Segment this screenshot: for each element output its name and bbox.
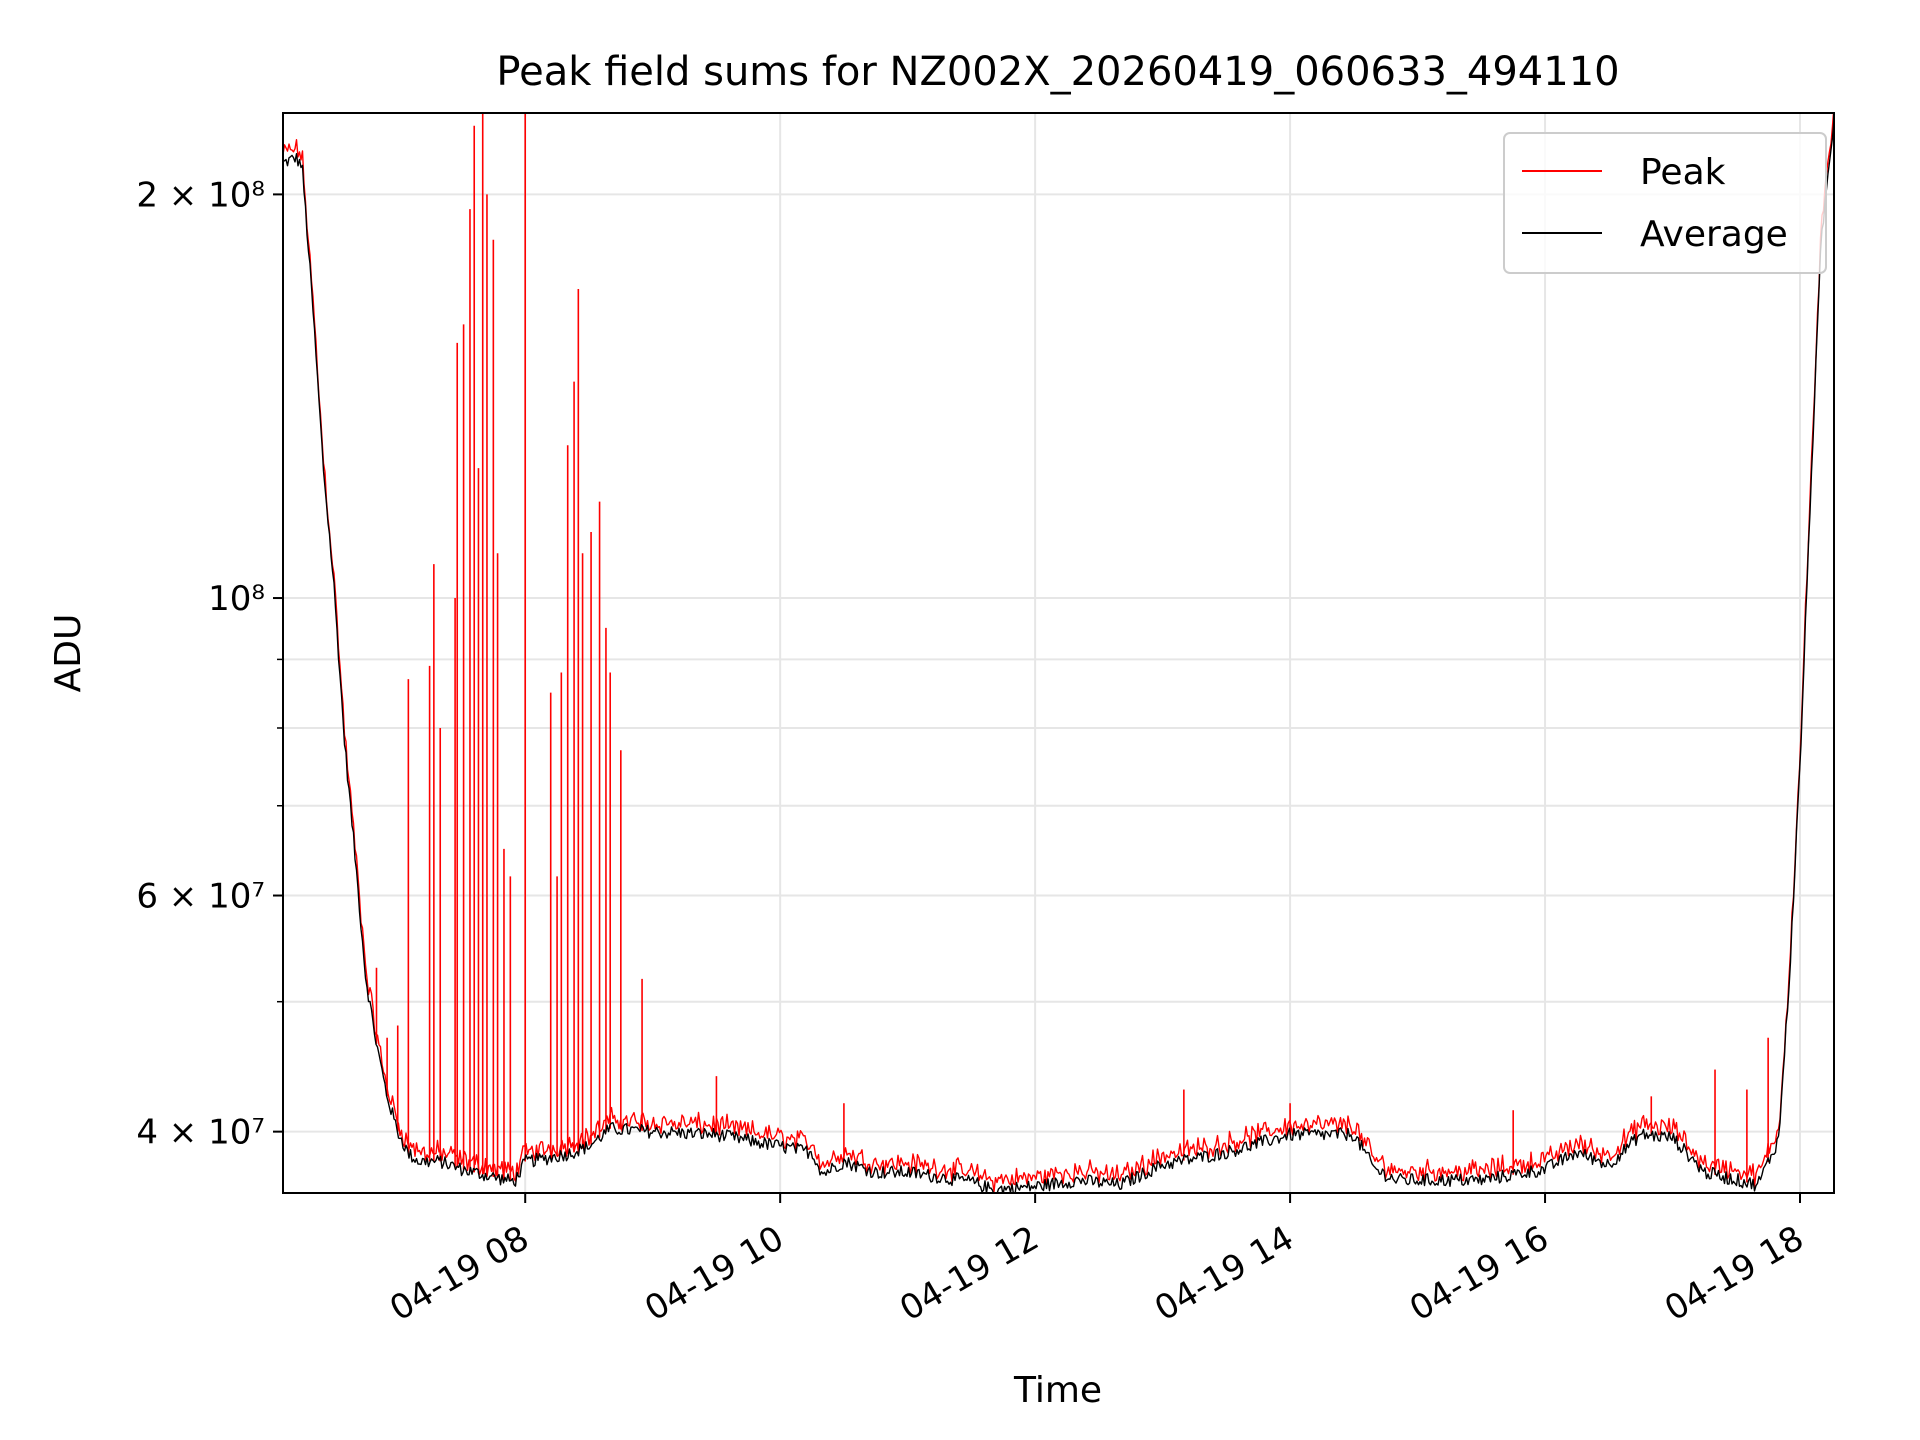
y-tick-label-1: 6 × 10⁷ bbox=[136, 877, 265, 917]
series-line-peak bbox=[283, 113, 1834, 1193]
series-layer bbox=[283, 113, 1834, 1193]
y-tick-label-0: 4 × 10⁷ bbox=[136, 1113, 265, 1153]
y-axis-label: ADU bbox=[48, 614, 89, 693]
plot-frame bbox=[282, 112, 1835, 1194]
series-line-average bbox=[283, 119, 1834, 1193]
legend: Peak Average bbox=[1503, 132, 1827, 274]
peak-spikes bbox=[375, 113, 1769, 1183]
legend-label-average: Average bbox=[1640, 214, 1788, 255]
y-axis: 4 × 10⁷ 6 × 10⁷ 10⁸ 2 × 10⁸ bbox=[136, 175, 283, 1153]
legend-label-peak: Peak bbox=[1640, 152, 1726, 193]
y-tick-label-3: 2 × 10⁸ bbox=[136, 175, 265, 215]
x-axis-label: Time bbox=[1013, 1370, 1102, 1411]
y-tick-label-2: 10⁸ bbox=[208, 579, 265, 619]
chart-title: Peak field sums for NZ002X_20260419_0606… bbox=[496, 49, 1619, 95]
legend-box bbox=[1503, 132, 1827, 274]
